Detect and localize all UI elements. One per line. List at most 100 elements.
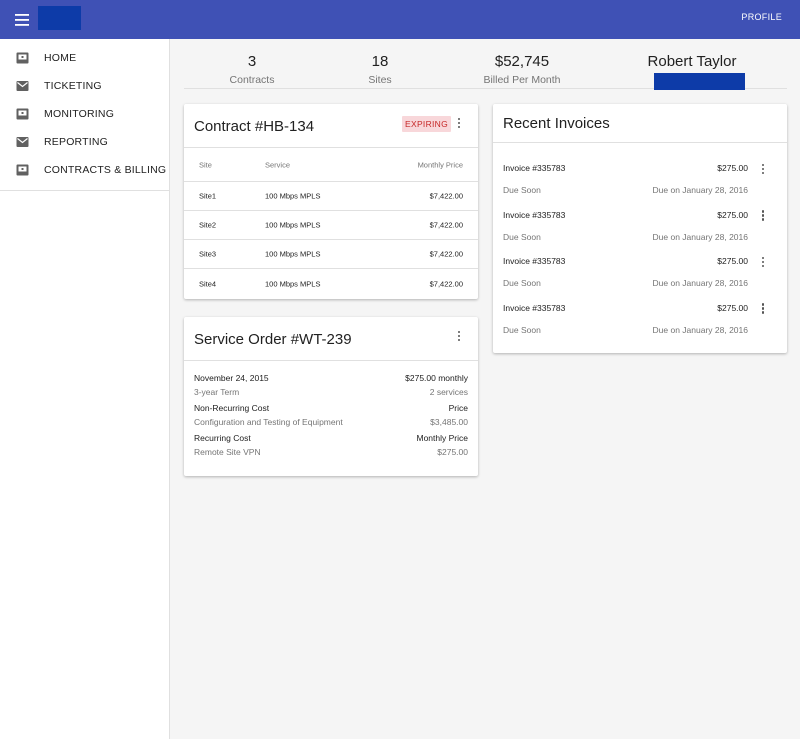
order-monthly: $275.00 monthly — [405, 373, 468, 383]
sidebar-item-label: CONTRACTS & BILLING — [44, 164, 167, 176]
recent-invoices-card: Recent Invoices Invoice #335783 $275.00 … — [493, 104, 787, 353]
order-date: November 24, 2015 — [194, 373, 269, 383]
main-content: 3 Contracts 18 Sites $52,745 Billed Per … — [170, 39, 800, 739]
cell-service: 100 Mbps MPLS — [265, 249, 321, 259]
order-term: 3-year Term — [194, 387, 240, 397]
list-item[interactable]: Invoice #335783 $275.00 Due Soon Due on … — [493, 245, 787, 292]
sidebar-item-ticketing[interactable]: TICKETING — [0, 72, 169, 100]
dashboard-box-icon — [0, 52, 44, 64]
app-bar: PROFILE — [0, 0, 800, 39]
more-vert-icon[interactable] — [755, 208, 771, 224]
dashboard-box-icon — [0, 108, 44, 120]
user-name: Robert Taylor — [647, 53, 737, 70]
menu-button[interactable] — [0, 0, 44, 39]
cell-service: 100 Mbps MPLS — [265, 220, 321, 230]
sidebar: HOME TICKETING MONITORING REPORTING CONT… — [0, 39, 170, 739]
invoice-amount: $275.00 — [717, 302, 748, 313]
sidebar-item-home[interactable]: HOME — [0, 44, 169, 72]
list-item[interactable]: Invoice #335783 $275.00 Due Soon Due on … — [493, 292, 787, 339]
sidebar-item-label: HOME — [44, 52, 77, 64]
cell-price: $7,422.00 — [429, 191, 463, 201]
nonrecurring-price: $3,485.00 — [430, 417, 468, 427]
recurring-price: $275.00 — [437, 447, 468, 457]
list-item[interactable]: Invoice #335783 $275.00 Due Soon Due on … — [493, 152, 787, 199]
cell-price: $7,422.00 — [429, 220, 463, 230]
sidebar-item-monitoring[interactable]: MONITORING — [0, 100, 169, 128]
invoice-status: Due Soon — [503, 185, 541, 195]
cell-site: Site4 — [199, 279, 217, 288]
nonrecurring-label: Non-Recurring Cost — [194, 403, 270, 413]
card-title: Recent Invoices — [503, 115, 610, 132]
nonrecurring-item: Configuration and Testing of Equipment — [194, 417, 343, 427]
mail-icon — [0, 80, 44, 92]
cell-price: $7,422.00 — [429, 249, 463, 259]
cell-price: $7,422.00 — [429, 279, 463, 288]
recurring-label: Recurring Cost — [194, 433, 251, 443]
sidebar-item-label: REPORTING — [44, 136, 109, 148]
more-vert-icon[interactable] — [755, 301, 771, 317]
invoice-due-date: Due on January 28, 2016 — [652, 231, 748, 242]
table-row[interactable]: Site2 100 Mbps MPLS $7,422.00 — [184, 211, 478, 240]
invoice-due-date: Due on January 28, 2016 — [652, 185, 748, 195]
order-services: 2 services — [429, 387, 468, 397]
stat-label: Sites — [368, 74, 392, 86]
cell-service: 100 Mbps MPLS — [265, 191, 321, 201]
invoice-amount: $275.00 — [717, 163, 748, 173]
recurring-item: Remote Site VPN — [194, 447, 261, 457]
status-badge: EXPIRING — [402, 116, 452, 132]
cell-service: 100 Mbps MPLS — [265, 279, 321, 288]
table-header: Site Service Monthly Price — [184, 148, 478, 182]
stat-value: 3 — [247, 53, 257, 70]
more-vert-icon[interactable] — [755, 254, 771, 270]
sidebar-item-label: MONITORING — [44, 108, 115, 120]
invoice-status: Due Soon — [503, 231, 541, 242]
contract-table: Site Service Monthly Price Site1 100 Mbp… — [184, 147, 478, 298]
table-row[interactable]: Site3 100 Mbps MPLS $7,422.00 — [184, 240, 478, 269]
recurring-item-row: Remote Site VPN $275.00 — [194, 445, 468, 459]
card-title: Contract #HB-134 — [194, 118, 315, 135]
invoice-due-date: Due on January 28, 2016 — [652, 278, 748, 288]
cell-site: Site1 — [199, 191, 217, 201]
profile-button[interactable]: PROFILE — [741, 12, 782, 22]
stat-label: Contracts — [229, 74, 275, 86]
sidebar-item-contracts-billing[interactable]: CONTRACTS & BILLING — [0, 156, 169, 184]
column-header-service: Service — [265, 160, 291, 169]
invoice-number: Invoice #335783 — [503, 302, 566, 313]
stat-value: $52,745 — [494, 53, 550, 70]
more-vert-icon[interactable] — [755, 161, 771, 177]
more-vert-icon[interactable] — [451, 328, 467, 344]
invoice-amount: $275.00 — [717, 209, 748, 220]
stat-billed: $52,745 Billed Per Month — [472, 51, 572, 87]
user-badge — [654, 73, 745, 90]
stat-label: Billed Per Month — [483, 74, 561, 86]
contract-card: Contract #HB-134 EXPIRING Site Service M… — [184, 104, 478, 299]
user-summary: Robert Taylor — [642, 51, 745, 90]
price-label: Price — [448, 403, 468, 413]
stats-bar: 3 Contracts 18 Sites $52,745 Billed Per … — [184, 51, 787, 90]
cell-site: Site2 — [199, 220, 217, 230]
nonrecurring-header-row: Non-Recurring Cost Price — [194, 401, 468, 415]
more-vert-icon[interactable] — [451, 115, 467, 131]
sidebar-item-reporting[interactable]: REPORTING — [0, 128, 169, 156]
mail-icon — [0, 136, 44, 148]
dashboard-box-icon — [0, 164, 44, 176]
order-term-row: 3-year Term 2 services — [194, 385, 468, 399]
service-order-card: Service Order #WT-239 November 24, 2015 … — [184, 317, 478, 476]
stat-value: 18 — [371, 53, 389, 70]
menu-icon — [15, 13, 29, 26]
order-date-row: November 24, 2015 $275.00 monthly — [194, 371, 468, 385]
list-item[interactable]: Invoice #335783 $275.00 Due Soon Due on … — [493, 199, 787, 246]
cell-site: Site3 — [199, 249, 217, 259]
column-header-site: Site — [199, 160, 212, 169]
invoice-due-date: Due on January 28, 2016 — [652, 324, 748, 335]
invoice-list: Invoice #335783 $275.00 Due Soon Due on … — [493, 142, 787, 338]
table-row[interactable]: Site4 100 Mbps MPLS $7,422.00 — [184, 269, 478, 298]
recurring-header-row: Recurring Cost Monthly Price — [194, 431, 468, 445]
invoice-number: Invoice #335783 — [503, 163, 566, 173]
card-title: Service Order #WT-239 — [194, 331, 352, 348]
table-row[interactable]: Site1 100 Mbps MPLS $7,422.00 — [184, 182, 478, 211]
column-header-price: Monthly Price — [417, 160, 463, 169]
stat-sites: 18 Sites — [345, 51, 415, 87]
invoice-number: Invoice #335783 — [503, 209, 566, 220]
logo[interactable] — [38, 6, 81, 30]
